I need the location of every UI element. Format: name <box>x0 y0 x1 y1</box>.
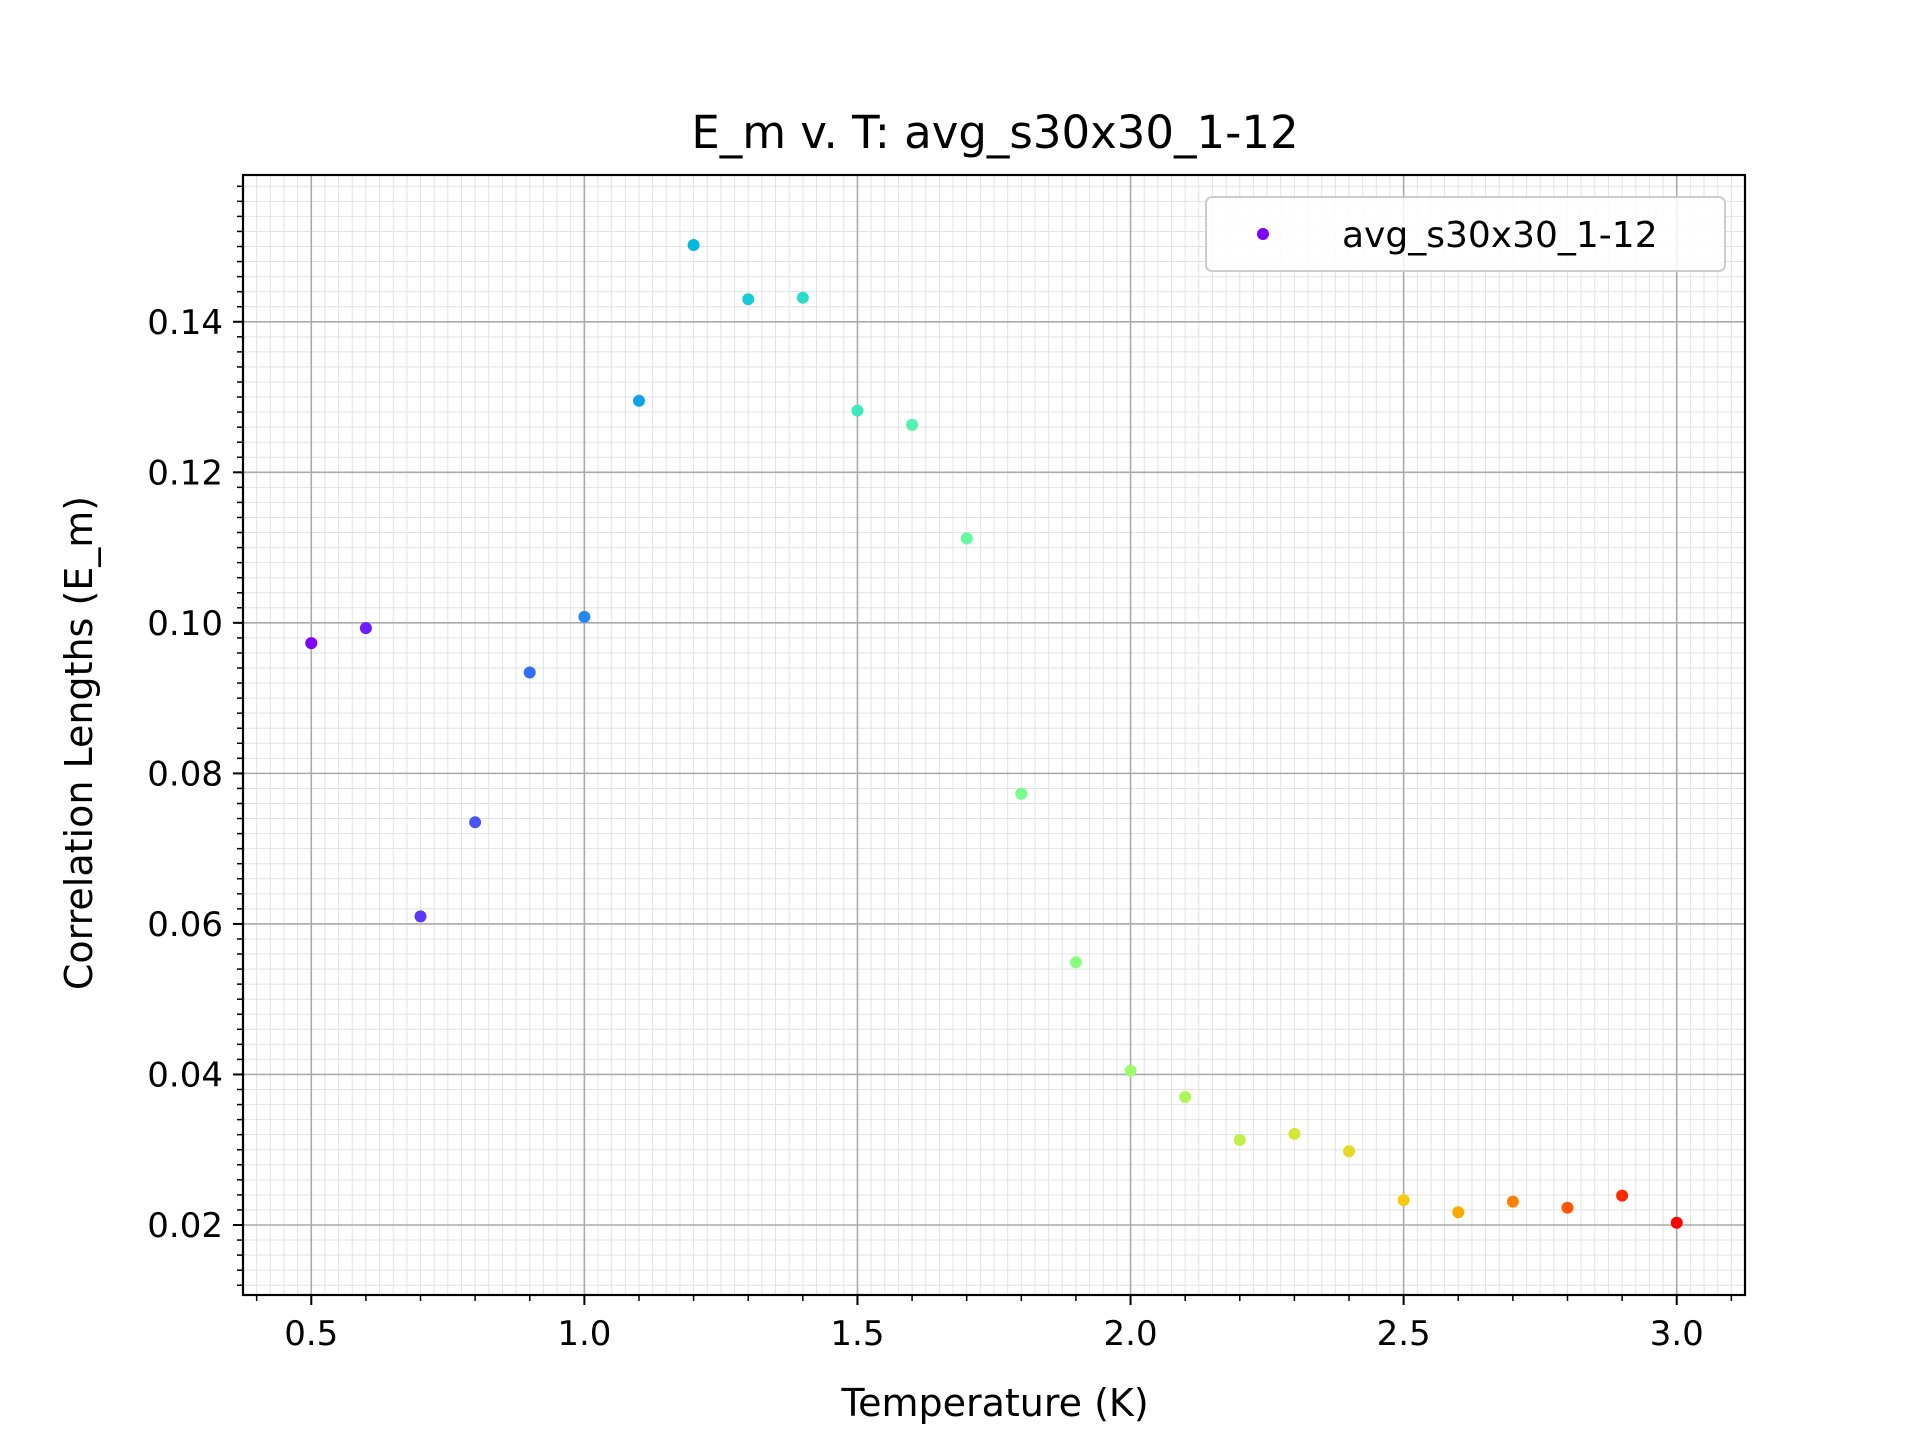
data-point <box>1397 1194 1410 1207</box>
x-tick-label: 2.0 <box>1104 1314 1158 1354</box>
legend-box <box>1205 196 1726 272</box>
x-tick-label: 3.0 <box>1650 1314 1704 1354</box>
x-tick-label: 0.5 <box>284 1314 338 1354</box>
y-tick-label: 0.14 <box>147 303 223 343</box>
y-tick-label: 0.06 <box>147 905 223 945</box>
data-point <box>1452 1206 1465 1219</box>
data-point <box>632 394 645 407</box>
data-point <box>578 610 591 623</box>
y-tick-label: 0.12 <box>147 453 223 493</box>
data-point <box>1561 1201 1574 1214</box>
chart-title: E_m v. T: avg_s30x30_1-12 <box>691 106 1298 159</box>
data-point <box>1288 1127 1301 1140</box>
y-tick-label: 0.10 <box>147 604 223 644</box>
data-point <box>359 622 372 635</box>
data-point <box>1670 1216 1683 1229</box>
data-point <box>1343 1145 1356 1158</box>
y-axis-label: Correlation Lengths (E_m) <box>57 496 101 990</box>
legend-label: avg_s30x30_1-12 <box>1342 215 1658 256</box>
legend-marker <box>1257 228 1269 240</box>
major-grid <box>243 175 1745 1295</box>
data-point <box>851 404 864 417</box>
data-point <box>1124 1064 1137 1077</box>
data-point <box>1506 1195 1519 1208</box>
data-point <box>960 532 973 545</box>
y-tick-label: 0.08 <box>147 754 223 794</box>
data-point <box>1233 1133 1246 1146</box>
data-point <box>305 637 318 650</box>
data-point <box>687 239 700 251</box>
data-point <box>742 293 755 306</box>
x-axis-label: Temperature (K) <box>840 1381 1148 1425</box>
y-tick-label: 0.02 <box>147 1206 223 1246</box>
data-point <box>414 910 427 923</box>
data-points <box>305 239 1683 1229</box>
plot-frame <box>241 173 1747 1297</box>
data-point <box>1069 956 1082 969</box>
data-point <box>523 666 536 679</box>
data-point <box>796 291 809 304</box>
data-point <box>1616 1189 1629 1202</box>
x-tick-label: 2.5 <box>1377 1314 1431 1354</box>
x-tick-label: 1.0 <box>557 1314 611 1354</box>
data-point <box>1179 1091 1192 1104</box>
data-point <box>1015 787 1028 800</box>
x-tick-label: 1.5 <box>830 1314 884 1354</box>
data-point <box>469 816 482 829</box>
data-point <box>906 418 919 431</box>
y-tick-label: 0.04 <box>147 1055 223 1095</box>
legend: avg_s30x30_1-12 <box>1205 196 1726 272</box>
